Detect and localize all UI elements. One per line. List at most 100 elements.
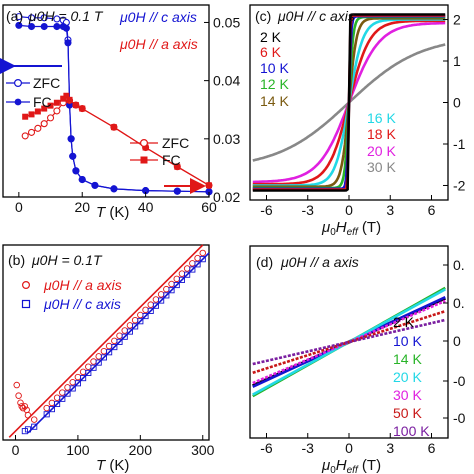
panel-c-y-tick-label: -2 (453, 177, 466, 193)
panel-c-legend-6K: 6 K (260, 44, 282, 60)
panel-d-legend-10K: 10 K (393, 333, 422, 349)
panel-b-point (21, 428, 28, 435)
panel-c-legend-12K: 12 K (260, 76, 289, 92)
panel-a-point (53, 99, 60, 106)
panel-a-red-fc-legend-marker (140, 156, 148, 164)
panel-a-point (41, 105, 48, 112)
panel-a-point (15, 13, 23, 21)
panel-c-x-tick-label: -3 (302, 202, 315, 218)
panel-a-legend-a: μ0H // a axis (119, 36, 198, 52)
panel-a-red-fc-label: FC (162, 152, 181, 168)
panel-b-point (90, 364, 97, 371)
panel-b-legend-a: μ0H // a axis (43, 277, 122, 293)
panel-a-x-tick-label: 20 (74, 199, 90, 215)
panel-b-point (132, 323, 139, 330)
panel-a-y-tick-label: 0.05 (213, 14, 240, 30)
panel-d-x-tick-label: -3 (302, 440, 315, 456)
panel-d-curve-50K (252, 309, 446, 375)
panel-b-point (95, 353, 102, 360)
panel-b-point (184, 271, 191, 278)
panel-b-point (90, 358, 97, 365)
panel-d-legend: 2 K 10 K 14 K 20 K 30 K 50 K 100 K (393, 314, 430, 439)
panel-a-point (142, 144, 149, 151)
panel-b-point (59, 389, 66, 396)
panel-a-point (46, 114, 55, 122)
panel-b-point (80, 375, 87, 382)
panel-b-point (24, 426, 32, 433)
panel-a-y-tick-label: 0.04 (213, 73, 240, 89)
panel-a-point (53, 22, 61, 31)
panel-b-point (178, 276, 185, 283)
panel-b-x-axis-label: T (K) (96, 457, 129, 474)
panel-a-data (15, 13, 213, 196)
panel-a-point (174, 163, 181, 170)
panel-a-point (69, 152, 77, 160)
panel-b-field: μ0H = 0.1T (31, 252, 103, 268)
panel-c-label: (c) (255, 8, 271, 24)
panel-a-point (62, 24, 70, 32)
panel-a-blue-fc-label: FC (33, 94, 52, 110)
panel-b-point (74, 373, 82, 381)
panel-b-point (142, 306, 149, 314)
panel-b-point (79, 368, 87, 376)
panel-b-point (152, 296, 160, 303)
panel-b-point (199, 249, 207, 257)
panel-b-point (95, 359, 102, 366)
panel-b-point (69, 385, 76, 392)
panel-a-legend-c: μ0H // c axis (119, 9, 197, 25)
panel-d-y-tick-label: -0 (453, 410, 466, 426)
panel-b-fit-line-1 (27, 252, 210, 434)
panel-b-point (168, 280, 175, 288)
panel-c-legend-18K: 18 K (367, 126, 396, 142)
panel-a-point (91, 181, 99, 189)
panel-d-x-tick-label: -6 (260, 440, 273, 456)
panel-c-x-tick-label: 6 (428, 202, 436, 218)
panel-b-x-ticks: 0 100 200 300 (12, 435, 215, 458)
panel-b-point (111, 337, 118, 345)
panel-a-point (110, 185, 118, 193)
panel-b-point (64, 390, 71, 397)
panel-b-point (17, 399, 24, 407)
panel-a-frame (2, 4, 210, 198)
panel-b-point (85, 363, 92, 370)
panel-c-y-tick-label: -1 (453, 136, 466, 152)
panel-c-x-tick-label: -6 (260, 202, 273, 218)
panel-d-label: (d) (256, 254, 273, 270)
panel-b-point (85, 369, 92, 376)
panel-b-point (54, 400, 61, 408)
panel-b-point (189, 260, 196, 267)
panel-b-point (126, 328, 133, 335)
panel-c-y-ticks: 2 1 0 -1 -2 (443, 12, 466, 193)
panel-a-x-tick-label: 60 (201, 199, 217, 215)
panel-b-legend-a-marker (22, 281, 31, 290)
panel-b-point (13, 381, 20, 389)
panel-d-x-tick-label: 6 (428, 440, 436, 456)
panel-d-x-ticks: -6 -3 0 3 6 (260, 433, 436, 456)
panel-a-point (60, 95, 67, 102)
panel-a-x-ticks: 0 20 40 60 (15, 192, 217, 215)
panel-a-point (22, 113, 29, 120)
panel-a-y-tick-label: 0.03 (213, 131, 240, 147)
panel-d-x-tick-label: 3 (386, 440, 394, 456)
panel-b-x-tick-label: 200 (129, 442, 153, 458)
panel-a-point (72, 167, 80, 175)
panel-a-point (40, 22, 48, 31)
panel-b-point (64, 384, 71, 391)
panel-a-point (47, 102, 54, 109)
panel-c-y-tick-label: 1 (453, 53, 461, 69)
panel-c-x-axis-label: μ0Heff (T) (321, 219, 381, 238)
panel-d-y-tick-label: 0 (453, 333, 461, 349)
panel-a-point (66, 96, 73, 103)
panel-a-point (40, 120, 48, 128)
panel-b-point (59, 395, 66, 402)
panel-a-y-tick-label: 0.02 (213, 189, 240, 205)
panel-d-y-tick-label: 0. (453, 295, 465, 311)
panel-b-point (100, 354, 107, 361)
panel-b-point (31, 423, 38, 430)
panel-c-x-tick-label: 3 (386, 202, 394, 218)
panel-b-legend-c: μ0H // c axis (43, 296, 121, 312)
panel-d-legend-30K: 30 K (393, 387, 422, 403)
panel-b-point (21, 403, 29, 410)
panel-a-point (72, 102, 79, 109)
